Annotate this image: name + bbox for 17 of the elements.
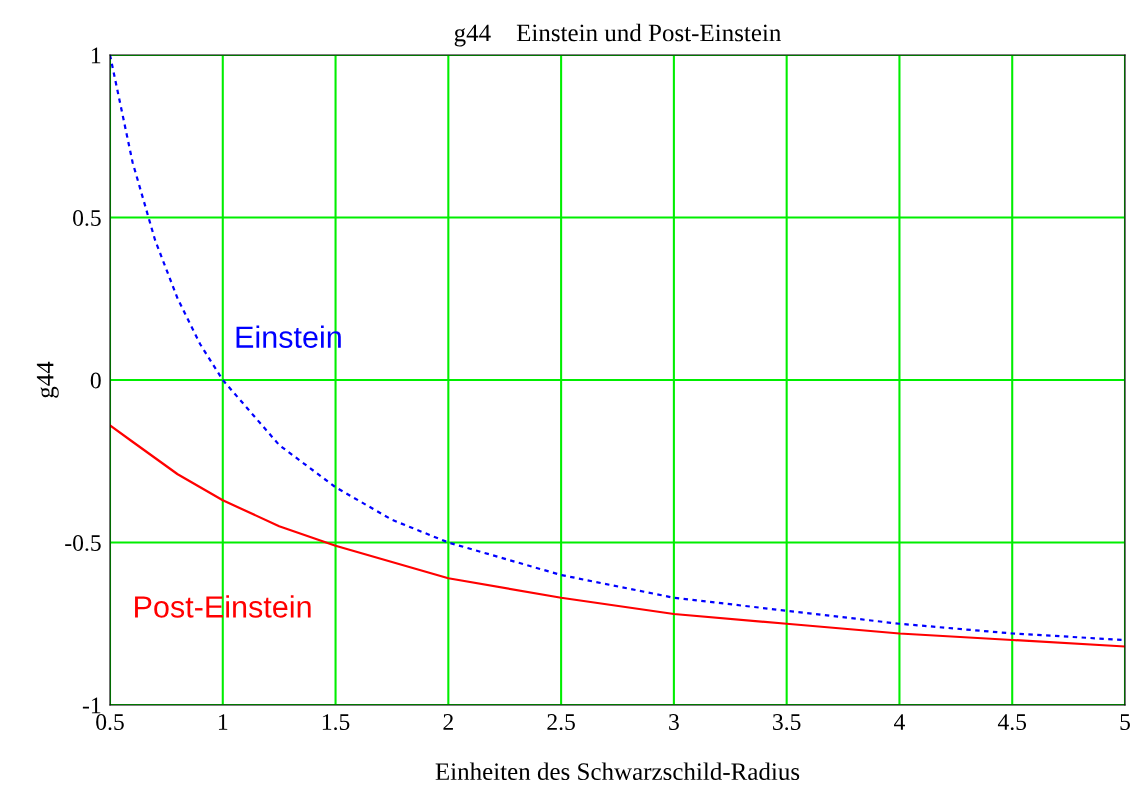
x-tick-label: 4 xyxy=(894,714,905,730)
y-axis-title: g44 xyxy=(36,361,59,398)
x-tick-label: 4.5 xyxy=(997,714,1027,731)
x-tick-label: 2.5 xyxy=(547,714,575,731)
y-tick-label: 0 xyxy=(90,372,101,389)
x-tick-label: 3.5 xyxy=(773,714,801,731)
x-tick-label: 3 xyxy=(669,714,679,730)
y-tick-label: -1 xyxy=(82,697,101,714)
x-tick-label: 2 xyxy=(443,714,453,730)
y-tick-label: 0.5 xyxy=(73,209,101,227)
chart-title: g44 Einstein und Post-Einstein xyxy=(454,23,782,47)
x-tick-label: 1 xyxy=(218,714,228,730)
x-tick-label: 5 xyxy=(1120,714,1130,730)
y-tick-label: -0.5 xyxy=(65,534,101,552)
y-tick-label: 1 xyxy=(91,47,101,64)
x-axis-title: Einheiten des Schwarzschild-Radius xyxy=(435,762,800,781)
x-tick-label: 1.5 xyxy=(322,714,350,731)
